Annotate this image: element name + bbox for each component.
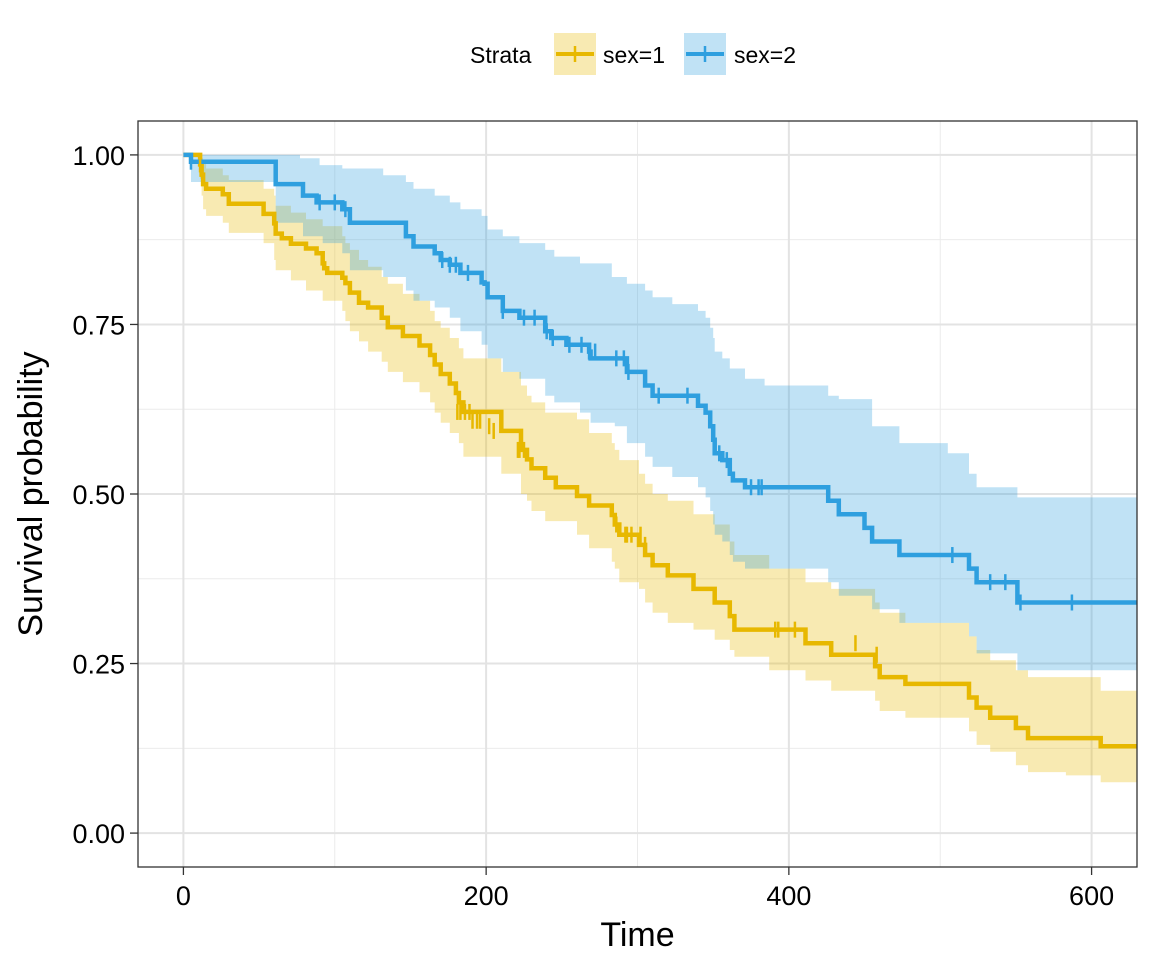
x-axis-title: Time bbox=[600, 916, 674, 954]
legend-key-sex-1 bbox=[554, 33, 596, 75]
y-axis-title: Survival probability bbox=[12, 351, 50, 636]
y-tick-label: 0.25 bbox=[72, 650, 125, 680]
y-tick-label: 0.00 bbox=[72, 819, 125, 849]
x-tick-label: 600 bbox=[1069, 881, 1114, 911]
censor-marks bbox=[189, 153, 1074, 663]
legend-label-sex-1: sex=1 bbox=[603, 42, 665, 68]
legend-key-sex-2 bbox=[684, 33, 726, 75]
x-tick-label: 400 bbox=[766, 881, 811, 911]
x-tick-label: 0 bbox=[176, 881, 191, 911]
ci-band-sex-1 bbox=[183, 154, 1137, 786]
legend-title: Strata bbox=[470, 42, 532, 68]
x-tick-label: 200 bbox=[464, 881, 509, 911]
x-axis: 0 200 400 600 bbox=[176, 867, 1114, 911]
legend: Strata sex=1 sex=2 bbox=[470, 33, 796, 75]
y-tick-label: 1.00 bbox=[72, 141, 125, 171]
y-tick-label: 0.75 bbox=[72, 310, 125, 340]
y-tick-label: 0.50 bbox=[72, 480, 125, 510]
legend-label-sex-2: sex=2 bbox=[734, 42, 796, 68]
survival-curve-sex-2 bbox=[183, 152, 1137, 605]
y-axis: 0.00 0.25 0.50 0.75 1.00 bbox=[72, 141, 138, 849]
survival-curves bbox=[183, 152, 1137, 749]
survival-curve-sex-1 bbox=[183, 152, 1137, 749]
